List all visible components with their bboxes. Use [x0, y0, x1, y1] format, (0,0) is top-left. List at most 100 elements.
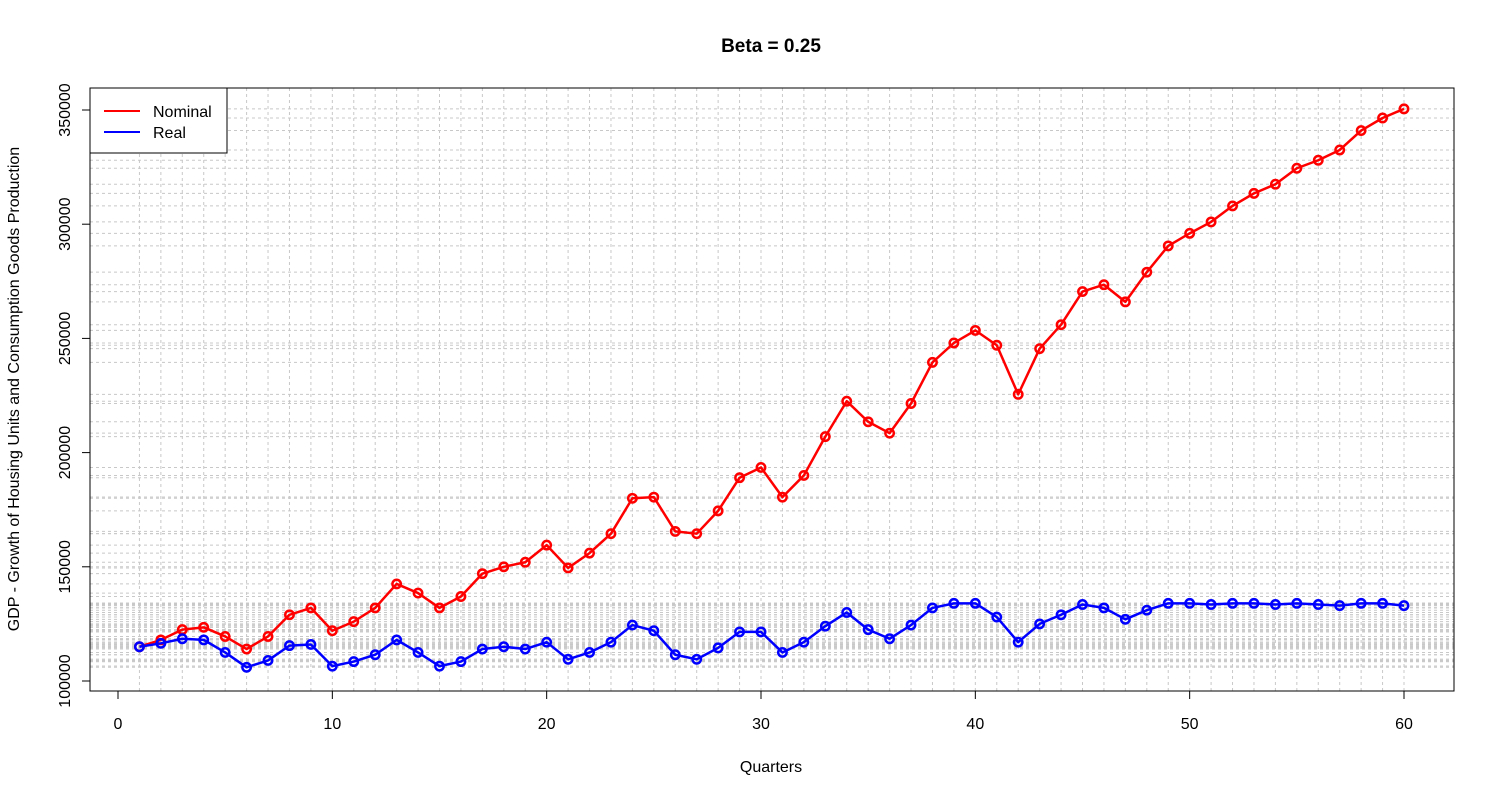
data-point-nominal	[669, 525, 681, 537]
legend-label-real: Real	[153, 125, 186, 142]
data-point-real	[476, 643, 488, 655]
x-tick-label: 30	[752, 716, 770, 733]
x-axis-label: Quarters	[740, 759, 802, 776]
data-point-nominal	[884, 427, 896, 439]
data-point-nominal	[1355, 125, 1367, 137]
data-point-real	[927, 602, 938, 614]
data-point-real	[862, 624, 874, 636]
y-tick-label: 200000	[57, 426, 74, 479]
data-point-real	[1098, 602, 1110, 614]
data-point-real	[284, 640, 295, 652]
data-point-nominal	[305, 602, 317, 614]
data-point-nominal	[1269, 178, 1281, 190]
data-point-real	[1012, 636, 1024, 648]
data-point-real	[605, 636, 617, 648]
data-point-nominal	[326, 625, 338, 637]
y-tick-label: 350000	[57, 83, 74, 136]
data-point-nominal	[1077, 286, 1088, 298]
data-point-real	[541, 636, 553, 648]
y-tick-label: 300000	[57, 197, 74, 250]
data-point-real	[562, 653, 574, 665]
data-point-real	[369, 649, 381, 661]
data-point-nominal	[1312, 154, 1324, 166]
data-point-nominal	[391, 578, 403, 590]
data-point-real	[1291, 597, 1303, 609]
data-point-nominal	[905, 398, 917, 409]
data-point-real	[734, 626, 746, 638]
data-point-nominal	[819, 431, 831, 443]
data-point-real	[1334, 600, 1346, 612]
data-point-real	[305, 639, 317, 650]
x-tick-label: 50	[1181, 716, 1199, 733]
data-point-nominal	[1162, 240, 1174, 252]
data-point-nominal	[369, 602, 381, 614]
data-point-nominal	[1398, 103, 1410, 115]
x-tick-label: 20	[538, 716, 556, 733]
data-point-real	[498, 641, 510, 653]
data-point-nominal	[1334, 144, 1346, 156]
y-tick-label: 150000	[57, 540, 74, 593]
data-point-real	[1227, 597, 1238, 609]
data-point-real	[755, 626, 767, 638]
data-point-real	[1162, 597, 1174, 609]
data-point-nominal	[755, 461, 767, 473]
data-point-nominal	[1034, 343, 1046, 355]
data-point-nominal	[1098, 279, 1110, 291]
y-tick-label: 250000	[57, 312, 74, 365]
data-point-nominal	[412, 587, 424, 599]
data-point-real	[819, 620, 831, 632]
data-point-nominal	[969, 324, 981, 336]
data-point-real	[519, 643, 531, 655]
x-tick-label: 0	[114, 716, 123, 733]
data-point-real	[991, 611, 1003, 623]
data-point-real	[691, 653, 703, 665]
data-point-nominal	[948, 337, 960, 349]
data-point-real	[969, 597, 981, 609]
data-point-nominal	[1055, 319, 1067, 331]
data-point-real	[412, 647, 424, 658]
data-point-nominal	[776, 491, 788, 503]
data-point-real	[391, 634, 403, 646]
series-layer	[133, 103, 1410, 673]
data-point-real	[712, 642, 724, 654]
x-tick-label: 60	[1395, 716, 1413, 733]
data-point-nominal	[562, 562, 574, 574]
data-point-nominal	[626, 492, 638, 504]
data-point-nominal	[712, 505, 724, 517]
data-point-real	[155, 637, 167, 649]
data-point-nominal	[1377, 112, 1389, 124]
data-point-real	[626, 619, 638, 631]
data-point-nominal	[541, 539, 553, 551]
data-point-real	[241, 661, 253, 673]
plot-frame	[89, 87, 1455, 692]
data-point-nominal	[476, 568, 488, 580]
data-point-real	[1269, 599, 1281, 610]
data-point-real	[1355, 597, 1367, 609]
data-point-nominal	[927, 356, 938, 368]
data-point-real	[1398, 600, 1410, 612]
data-point-real	[176, 633, 188, 645]
data-point-real	[798, 636, 810, 648]
data-point-real	[326, 660, 338, 672]
data-point-nominal	[1012, 388, 1024, 400]
data-point-real	[1312, 599, 1324, 610]
data-point-real	[133, 641, 145, 653]
data-point-nominal	[1141, 266, 1153, 278]
data-point-nominal	[584, 547, 595, 559]
data-point-real	[1077, 599, 1088, 610]
data-point-nominal	[605, 528, 617, 540]
data-point-real	[198, 634, 210, 646]
data-point-real	[948, 597, 960, 609]
legend-label-nominal: Nominal	[153, 104, 212, 121]
data-point-nominal	[262, 631, 274, 642]
data-point-nominal	[1205, 216, 1217, 228]
data-point-real	[455, 656, 467, 668]
grid	[90, 88, 1454, 691]
data-point-real	[1184, 597, 1196, 609]
data-point-nominal	[734, 472, 746, 484]
data-point-nominal	[498, 561, 510, 573]
data-point-nominal	[519, 556, 531, 568]
data-point-nominal	[198, 621, 210, 633]
data-point-nominal	[1119, 296, 1131, 308]
